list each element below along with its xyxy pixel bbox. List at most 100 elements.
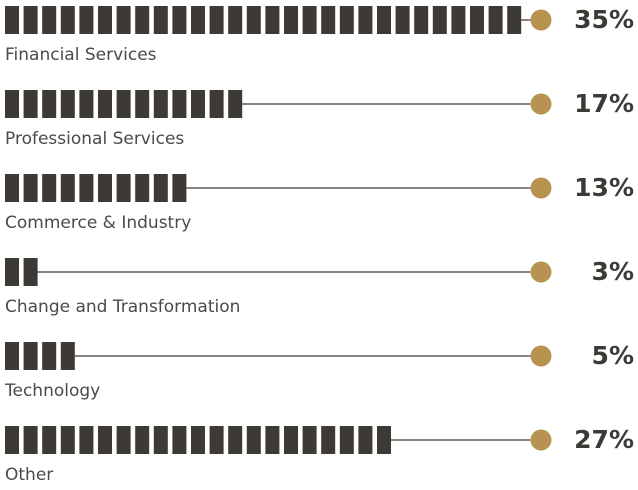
bar-segment bbox=[5, 6, 19, 34]
bar-segment bbox=[116, 174, 131, 202]
bar-segment bbox=[5, 174, 19, 202]
bar-segment bbox=[339, 6, 354, 34]
bar-segment bbox=[116, 426, 131, 454]
bar-segment bbox=[265, 6, 280, 34]
bar-segment bbox=[321, 6, 336, 34]
bar-segment bbox=[116, 90, 131, 118]
bar bbox=[5, 426, 391, 454]
bar-segment bbox=[135, 174, 150, 202]
bar-segment bbox=[153, 90, 168, 118]
bar bbox=[5, 258, 38, 286]
bar-segment bbox=[42, 426, 57, 454]
bar-segment bbox=[60, 90, 75, 118]
end-marker bbox=[530, 345, 552, 367]
bar-segment bbox=[42, 6, 57, 34]
bar-segment bbox=[23, 90, 38, 118]
category-label: Professional Services bbox=[5, 129, 184, 149]
bar-segment bbox=[98, 6, 112, 34]
bar-segment bbox=[432, 6, 447, 34]
bar-segment bbox=[23, 258, 38, 286]
bar-segment bbox=[60, 426, 75, 454]
value-label: 13% bbox=[574, 173, 634, 202]
bar-segment bbox=[339, 426, 354, 454]
end-marker bbox=[530, 261, 552, 283]
bar-segment bbox=[5, 342, 19, 370]
bar-segment bbox=[153, 174, 168, 202]
bar-segment bbox=[23, 6, 38, 34]
bar-segment bbox=[60, 174, 75, 202]
category-label: Technology bbox=[4, 381, 100, 401]
bar-segment bbox=[153, 426, 168, 454]
bar-segment bbox=[284, 6, 298, 34]
bar-segment bbox=[302, 6, 317, 34]
bar-segment bbox=[228, 426, 243, 454]
bar-segment bbox=[414, 6, 429, 34]
bar-segment bbox=[377, 6, 391, 34]
bar-segment bbox=[284, 426, 298, 454]
bar-segment bbox=[135, 426, 150, 454]
value-label: 17% bbox=[574, 89, 634, 118]
bar-segment bbox=[395, 6, 410, 34]
bar-segment bbox=[42, 90, 57, 118]
end-marker bbox=[530, 93, 552, 115]
bar-segment bbox=[191, 6, 205, 34]
bar-segment bbox=[246, 426, 261, 454]
bar bbox=[5, 90, 243, 118]
bar-segment bbox=[79, 90, 94, 118]
value-label: 3% bbox=[592, 257, 634, 286]
bar-segment bbox=[79, 6, 94, 34]
end-marker bbox=[530, 429, 552, 451]
bar-segment bbox=[358, 426, 373, 454]
bar-segment bbox=[79, 174, 94, 202]
bar-segment bbox=[191, 90, 205, 118]
bar-segment bbox=[302, 426, 317, 454]
bar-segment bbox=[451, 6, 466, 34]
bar-segment bbox=[191, 426, 205, 454]
bar-segment bbox=[153, 6, 168, 34]
bar bbox=[5, 6, 522, 34]
bar-segment bbox=[265, 426, 280, 454]
bar-segment bbox=[5, 426, 19, 454]
bar-segment bbox=[228, 6, 243, 34]
bar-segment bbox=[358, 6, 373, 34]
bar-segment bbox=[60, 6, 75, 34]
bar bbox=[5, 174, 187, 202]
bar-segment bbox=[470, 6, 484, 34]
bar-segment bbox=[23, 342, 38, 370]
bar-segment bbox=[377, 426, 391, 454]
bar-segment bbox=[172, 6, 187, 34]
bar-segment bbox=[228, 90, 243, 118]
bar-segment bbox=[5, 90, 19, 118]
bar-segment bbox=[209, 426, 224, 454]
bar-segment bbox=[246, 6, 261, 34]
bar-segment bbox=[172, 426, 187, 454]
bar-segment bbox=[42, 174, 57, 202]
bar-segment bbox=[172, 90, 187, 118]
category-label: Financial Services bbox=[5, 45, 157, 65]
end-marker bbox=[530, 9, 552, 31]
bar-segment bbox=[98, 90, 112, 118]
bar-segment bbox=[209, 6, 224, 34]
bar-segment bbox=[135, 90, 150, 118]
bar-segment bbox=[116, 6, 131, 34]
value-label: 5% bbox=[592, 341, 634, 370]
category-label: Change and Transformation bbox=[5, 297, 240, 317]
category-label: Other bbox=[5, 465, 53, 485]
bar-segment bbox=[321, 426, 336, 454]
bar bbox=[5, 342, 75, 370]
bar-segment bbox=[488, 6, 503, 34]
bar-segment bbox=[209, 90, 224, 118]
category-label: Commerce & Industry bbox=[5, 213, 191, 233]
value-label: 27% bbox=[574, 425, 634, 454]
bar-segment bbox=[60, 342, 75, 370]
end-marker bbox=[530, 177, 552, 199]
bar-segment bbox=[507, 6, 522, 34]
bar-segment bbox=[42, 342, 57, 370]
bar-segment bbox=[172, 174, 187, 202]
bar-segment bbox=[5, 258, 19, 286]
bar-segment bbox=[79, 426, 94, 454]
value-label: 35% bbox=[574, 5, 634, 34]
bar-segment bbox=[98, 174, 112, 202]
